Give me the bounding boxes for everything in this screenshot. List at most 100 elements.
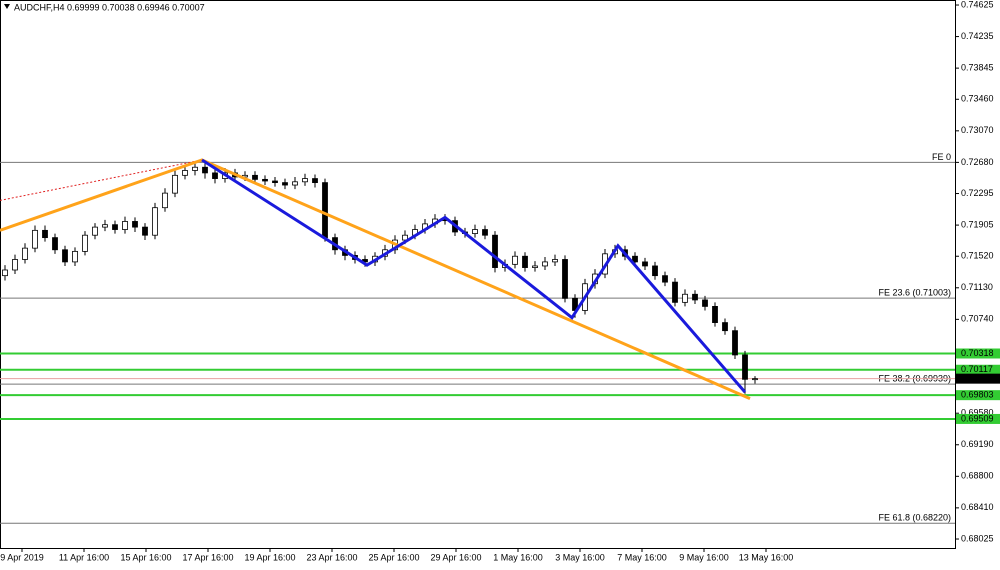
candle-body (92, 226, 98, 236)
candle-body (42, 229, 48, 239)
fibo-label: FE 61.8 (0.68220) (878, 513, 951, 523)
candle-body (672, 281, 678, 303)
zigzag-line (201, 158, 747, 394)
candle-body (52, 237, 58, 251)
y-tick-label: 0.68800 (961, 471, 994, 481)
chart-title: AUDCHF,H4 0.69999 0.70038 0.69946 0.7000… (14, 2, 205, 12)
title-arrow (4, 4, 10, 9)
y-tick-label: 0.68025 (961, 533, 994, 543)
candle-body (482, 229, 488, 236)
x-tick-label: 23 Apr 16:00 (306, 552, 357, 562)
y-tick-label: 0.70740 (961, 314, 994, 324)
green-level-tag (956, 348, 1000, 359)
candle-body (752, 378, 758, 381)
x-tick-label: 13 May 16:00 (739, 552, 794, 562)
x-tick-label: 3 May 16:00 (555, 552, 605, 562)
green-level-label: 0.69803 (961, 390, 994, 400)
y-tick-label: 0.72680 (961, 157, 994, 167)
candle-body (732, 330, 738, 356)
x-tick-label: 9 May 16:00 (679, 552, 729, 562)
x-tick-label: 1 May 16:00 (493, 552, 543, 562)
y-tick-label: 0.71905 (961, 219, 994, 229)
y-tick-label: 0.73845 (961, 63, 994, 73)
candle-body (712, 306, 718, 323)
x-tick-label: 11 Apr 16:00 (59, 552, 109, 562)
candle-body (632, 255, 638, 263)
green-level-label: 0.70318 (961, 348, 994, 358)
y-tick-label: 0.69190 (961, 439, 994, 449)
y-tick-label: 0.74235 (961, 31, 994, 41)
candle-body (102, 224, 108, 228)
candle-body (272, 180, 278, 184)
green-level-tag (956, 413, 1000, 424)
x-tick-label: 19 Apr 16:00 (244, 552, 295, 562)
y-tick-label: 0.69580 (961, 408, 994, 418)
candle-body (82, 234, 88, 252)
candle-body (532, 265, 538, 268)
current-price-label: 0.70007 (961, 373, 994, 383)
candle-body (252, 174, 258, 180)
fibo-label: FE 0 (932, 152, 951, 162)
candle-body (552, 259, 558, 263)
candle-body (2, 269, 8, 277)
current-price-tag (956, 373, 1000, 384)
candle-body (722, 322, 728, 332)
candle-body (682, 293, 688, 303)
candle-body (302, 178, 308, 183)
candle-body (142, 226, 148, 236)
candle-body (22, 247, 28, 260)
candle-body (32, 229, 38, 249)
y-tick-label: 0.73460 (961, 94, 994, 104)
x-tick-label: 9 Apr 2019 (0, 552, 44, 562)
candle-body (12, 259, 18, 271)
candle-body (202, 166, 208, 174)
candle-body (172, 174, 178, 194)
y-tick-label: 0.73070 (961, 125, 994, 135)
candle-body (152, 207, 158, 236)
candle-body (472, 229, 478, 234)
x-tick-label: 7 May 16:00 (617, 552, 667, 562)
candle-body (642, 261, 648, 267)
candle-body (212, 172, 218, 179)
green-level-label: 0.69509 (961, 413, 994, 423)
candle-body (562, 259, 568, 299)
candle-body (182, 170, 188, 176)
y-tick-label: 0.71520 (961, 251, 994, 261)
candle-body (262, 178, 268, 182)
y-tick-label: 0.71130 (961, 282, 993, 292)
candle-body (322, 182, 328, 239)
candle-body (492, 234, 498, 268)
fibo-label: FE 23.6 (0.71003) (878, 287, 951, 297)
candle-body (662, 275, 668, 283)
candle-body (122, 221, 128, 230)
candle-body (112, 224, 118, 230)
x-tick-label: 17 Apr 16:00 (182, 552, 233, 562)
candle-body (522, 255, 528, 268)
candle-body (162, 192, 168, 209)
candle-body (132, 221, 138, 228)
green-level-tag (956, 390, 1000, 401)
candle-body (702, 299, 708, 307)
candle-body (742, 354, 748, 380)
candle-body (692, 293, 698, 301)
candle-body (192, 166, 198, 171)
candle-body (652, 265, 658, 277)
candle-body (402, 234, 408, 241)
candle-body (542, 261, 548, 267)
y-tick-label: 0.74625 (961, 0, 994, 9)
candle-body (292, 181, 298, 186)
green-level-tag (956, 364, 1000, 375)
y-tick-label: 0.72295 (961, 188, 994, 198)
candle-body (62, 249, 68, 263)
x-tick-label: 25 Apr 16:00 (368, 552, 419, 562)
x-tick-label: 15 Apr 16:00 (120, 552, 171, 562)
x-tick-label: 29 Apr 16:00 (430, 552, 481, 562)
y-tick-label: 0.68410 (961, 502, 994, 512)
plot-frame (0, 0, 956, 549)
green-level-label: 0.70117 (961, 364, 993, 374)
candle-body (312, 178, 318, 184)
candle-body (282, 182, 288, 186)
candle-body (512, 255, 518, 265)
